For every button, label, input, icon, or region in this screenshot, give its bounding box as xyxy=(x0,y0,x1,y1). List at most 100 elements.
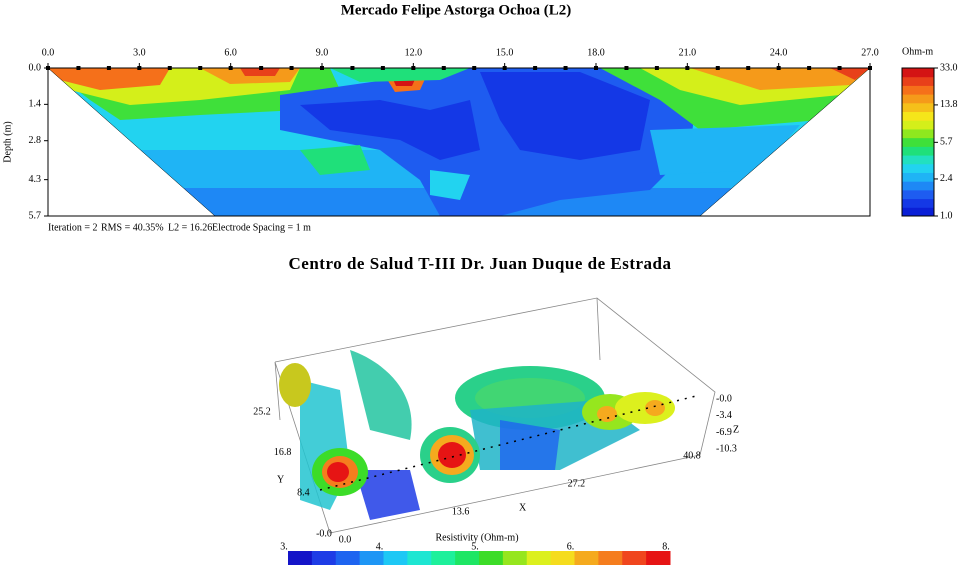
colorbar-tick-label: 1.0 xyxy=(940,210,953,221)
colorbar-swatch xyxy=(902,94,934,104)
x-tick-label: 27.0 xyxy=(861,47,879,58)
electrode xyxy=(563,66,568,70)
electrode xyxy=(746,66,751,70)
electrode xyxy=(350,66,355,70)
electrode xyxy=(198,66,203,70)
z-tick-label: -10.3 xyxy=(716,443,737,454)
colorbar-tick-label: 5.7 xyxy=(940,137,953,148)
colorbar-swatch xyxy=(902,111,934,121)
y-tick-label: 1.4 xyxy=(29,99,42,110)
footer-text: Electrode Spacing = 1 m xyxy=(212,222,311,233)
colorbar-swatch xyxy=(902,76,934,86)
x-tick-label: 9.0 xyxy=(316,47,329,58)
volume-title: Centro de Salud T-III Dr. Juan Duque de … xyxy=(289,254,672,273)
x-tick-label: 15.0 xyxy=(496,47,514,58)
colorbar-swatch xyxy=(902,207,934,217)
z-tick-label: -0.0 xyxy=(716,393,732,404)
electrode xyxy=(289,66,294,70)
x-tick-label: 18.0 xyxy=(587,47,605,58)
x-tick-label: 6.0 xyxy=(224,47,237,58)
x-tick-label: 12.0 xyxy=(405,47,423,58)
y-tick-label: 5.7 xyxy=(29,210,42,221)
footer-text: RMS = 40.35% xyxy=(101,222,164,233)
colorbar-swatch xyxy=(598,551,623,565)
x-tick-label: 3.0 xyxy=(133,47,146,58)
colorbar-label: Resistivity (Ohm-m) xyxy=(435,532,518,543)
y-tick-label: 25.2 xyxy=(253,406,271,417)
electrode xyxy=(472,66,477,70)
colorbar-swatch xyxy=(902,85,934,95)
y-tick-label: 2.8 xyxy=(29,135,42,146)
colorbar-swatch xyxy=(902,163,934,173)
y-tick-label: 8.4 xyxy=(297,488,310,499)
volume-render xyxy=(274,297,716,534)
x-tick-label: 21.0 xyxy=(679,47,697,58)
x-tick-label: 40.8 xyxy=(683,450,701,461)
footer-text: Iteration = 2 xyxy=(48,222,98,233)
electrode xyxy=(654,66,659,70)
electrode xyxy=(441,66,446,70)
resistivity-field xyxy=(48,68,870,216)
colorbar-swatch xyxy=(902,68,934,78)
x-tick-label: 24.0 xyxy=(770,47,788,58)
colorbar-tick-label: 4. xyxy=(376,541,384,552)
colorbar-swatch xyxy=(288,551,313,565)
colorbar-swatch xyxy=(646,551,671,565)
z-axis-label: Z xyxy=(733,424,739,435)
electrode xyxy=(533,66,538,70)
section-title: Mercado Felipe Astorga Ochoa (L2) xyxy=(341,2,572,18)
colorbar-tick-label: 6. xyxy=(567,541,575,552)
z-tick-label: -6.9 xyxy=(716,427,732,438)
colorbar-tick-label: 3. xyxy=(280,541,288,552)
colorbar-swatch xyxy=(455,551,480,565)
colorbar-swatch xyxy=(479,551,504,565)
colorbar-tick-label: 13.8 xyxy=(940,99,958,110)
x-tick-label: 0.0 xyxy=(42,47,55,58)
y-tick-label: 0.0 xyxy=(29,62,42,73)
colorbar-swatch xyxy=(902,137,934,147)
electrode xyxy=(76,66,81,70)
colorbar-swatch xyxy=(902,181,934,191)
electrode xyxy=(259,66,264,70)
colorbar-swatch xyxy=(902,198,934,208)
colorbar-swatch xyxy=(622,551,647,565)
colorbar-swatch xyxy=(902,102,934,113)
colorbar-swatch xyxy=(902,146,934,156)
electrode xyxy=(715,66,720,70)
colorbar-tick-label: 2.4 xyxy=(940,173,953,184)
electrode xyxy=(167,66,172,70)
colorbar-swatch xyxy=(550,551,575,565)
colorbar-label: Ohm-m xyxy=(902,46,933,57)
colorbar-swatch xyxy=(902,172,934,182)
y-axis-label: Y xyxy=(277,474,284,485)
y-tick-label: 4.3 xyxy=(29,174,42,185)
x-tick-label: 0.0 xyxy=(339,534,352,545)
y-tick-label: -0.0 xyxy=(316,528,332,539)
colorbar-swatch xyxy=(526,551,552,565)
colorbar-swatch xyxy=(902,120,934,130)
colorbar-swatch xyxy=(902,128,934,139)
colorbar-swatch xyxy=(383,551,408,565)
x-tick-label: 27.2 xyxy=(568,478,586,489)
electrode xyxy=(837,66,842,70)
colorbar-swatch xyxy=(407,551,432,565)
colorbar-tick-label: 33.0 xyxy=(940,62,958,73)
colorbar-swatch xyxy=(335,551,361,565)
electrode xyxy=(807,66,812,70)
y-axis-label: Depth (m) xyxy=(2,121,13,162)
electrode xyxy=(106,66,111,70)
x-tick-label: 13.6 xyxy=(452,506,470,517)
y-tick-label: 16.8 xyxy=(274,447,292,458)
electrode xyxy=(380,66,385,70)
x-axis-label: X xyxy=(519,502,527,513)
colorbar-swatch xyxy=(574,551,599,565)
footer-text: L2 = 16.26 xyxy=(168,222,212,233)
section-frame xyxy=(47,67,871,217)
colorbar-swatch xyxy=(359,551,384,565)
colorbar-swatch xyxy=(502,551,528,565)
colorbar-swatch xyxy=(902,189,934,200)
z-tick-label: -3.4 xyxy=(716,410,732,421)
colorbar-tick-label: 8. xyxy=(662,541,670,552)
